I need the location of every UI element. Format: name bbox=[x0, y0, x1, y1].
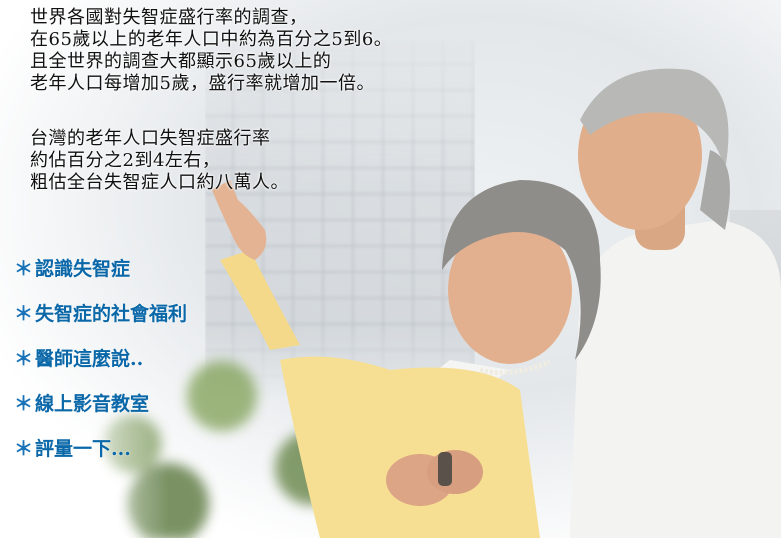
menu-item-assessment[interactable]: ＊評量一下... bbox=[14, 435, 254, 463]
asterisk-icon: ＊ bbox=[14, 303, 34, 325]
menu-item-label: 線上影音教室 bbox=[35, 393, 150, 415]
menu-item-social-welfare[interactable]: ＊失智症的社會福利 bbox=[14, 300, 254, 328]
asterisk-icon: ＊ bbox=[14, 258, 34, 280]
menu-item-video-classroom[interactable]: ＊線上影音教室 bbox=[14, 390, 254, 418]
menu-item-about-dementia[interactable]: ＊認識失智症 bbox=[14, 255, 254, 283]
menu-item-label: 認識失智症 bbox=[35, 258, 131, 280]
text-line: 粗估全台失智症人口約八萬人。 bbox=[30, 172, 289, 193]
prevalence-paragraph-taiwan: 台灣的老年人口失智症盛行率 約佔百分之2到4左右， 粗估全台失智症人口約八萬人。 bbox=[30, 128, 289, 194]
text-line: 約佔百分之2到4左右， bbox=[30, 150, 221, 171]
menu-item-label: 評量一下... bbox=[35, 438, 131, 460]
menu-item-label: 失智症的社會福利 bbox=[35, 303, 188, 325]
elderly-couple-photo bbox=[212, 68, 781, 538]
asterisk-icon: ＊ bbox=[14, 348, 34, 370]
menu-item-doctor-says[interactable]: ＊醫師這麼說.. bbox=[14, 345, 254, 373]
asterisk-icon: ＊ bbox=[14, 438, 34, 460]
nav-menu: ＊認識失智症 ＊失智症的社會福利 ＊醫師這麼說.. ＊線上影音教室 ＊評量一下.… bbox=[14, 255, 254, 480]
prevalence-paragraph-world: 世界各國對失智症盛行率的調查， 在65歲以上的老年人口中約為百分之5到6。 且全… bbox=[30, 7, 392, 95]
text-line: 且全世界的調查大都顯示65歲以上的 bbox=[30, 51, 332, 72]
menu-item-label: 醫師這麼說.. bbox=[35, 348, 144, 370]
text-line: 台灣的老年人口失智症盛行率 bbox=[30, 128, 271, 149]
asterisk-icon: ＊ bbox=[14, 393, 34, 415]
text-line: 在65歲以上的老年人口中約為百分之5到6。 bbox=[30, 29, 393, 50]
text-line: 世界各國對失智症盛行率的調查， bbox=[30, 7, 308, 28]
text-line: 老年人口每增加5歲，盛行率就增加一倍。 bbox=[30, 73, 375, 94]
